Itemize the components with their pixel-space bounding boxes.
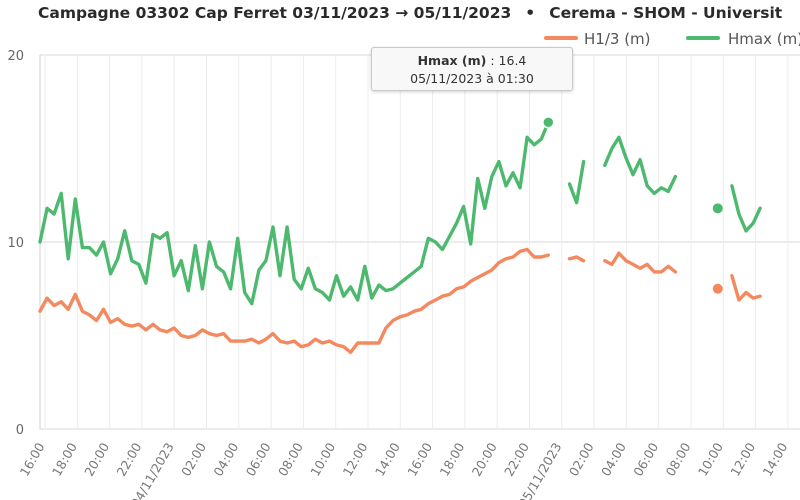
grid [39,54,800,430]
x-tick-label: 08:00 [275,440,306,479]
x-tick-label: 04:00 [598,440,629,479]
h13-point [712,283,723,294]
y-axis: 0 10 20 [7,49,24,438]
x-tick-label: 22:00 [501,440,532,479]
x-tick-label: 10:00 [695,440,726,479]
x-tick-label: 22:00 [113,440,144,479]
hmax-line [603,135,678,196]
x-tick-label: 06:00 [630,440,661,479]
tooltip-time: 05/11/2023 à 01:30 [410,71,534,86]
x-tick-label: 14:00 [759,440,790,479]
hmax-line [38,120,550,306]
tooltip-value: : 16.4 [486,53,527,68]
x-tick-label: 16:00 [17,440,48,479]
h13-line [38,247,550,354]
x-tick-label: 18:00 [49,440,80,479]
hmax-line [567,159,586,205]
tooltip: Hmax (m) : 16.4 05/11/2023 à 01:30 [371,47,573,91]
y-tick-label: 0 [16,423,24,438]
highlighted-point [542,116,555,129]
hmax-line [730,184,762,233]
x-tick-label: 02:00 [178,440,209,479]
legend-label: H1/3 (m) [584,30,651,48]
x-tick-label: 16:00 [404,440,435,479]
source-title: Cerema - SHOM - Universit [549,4,783,22]
x-tick-label: 10:00 [307,440,338,479]
y-tick-label: 20 [7,49,24,64]
legend: H1/3 (m) Hmax (m) [544,30,800,48]
x-tick-label: 20:00 [81,440,112,479]
h13-line [603,251,678,274]
hmax-point [712,203,723,214]
x-tick-label: 08:00 [663,440,694,479]
chart-title: Campagne 03302 Cap Ferret 03/11/2023 → 0… [38,4,782,22]
h13-line [567,255,586,263]
x-tick-label: 12:00 [340,440,371,479]
legend-label: Hmax (m) [728,30,800,48]
x-tick-label: 04:00 [210,440,241,479]
series-lines [38,116,762,354]
h13-line [730,274,762,302]
x-tick-label: 20:00 [469,440,500,479]
x-tick-label: 18:00 [436,440,467,479]
campaign-title: Campagne 03302 Cap Ferret 03/11/2023 → 0… [38,4,512,22]
x-tick-label: 14:00 [372,440,403,479]
tooltip-series: Hmax (m) [417,53,487,68]
y-tick-label: 10 [7,236,24,251]
title-separator: • [525,4,536,22]
x-tick-label: 12:00 [727,440,758,479]
x-tick-label: 06:00 [243,440,274,479]
x-tick-label: 02:00 [566,440,597,479]
